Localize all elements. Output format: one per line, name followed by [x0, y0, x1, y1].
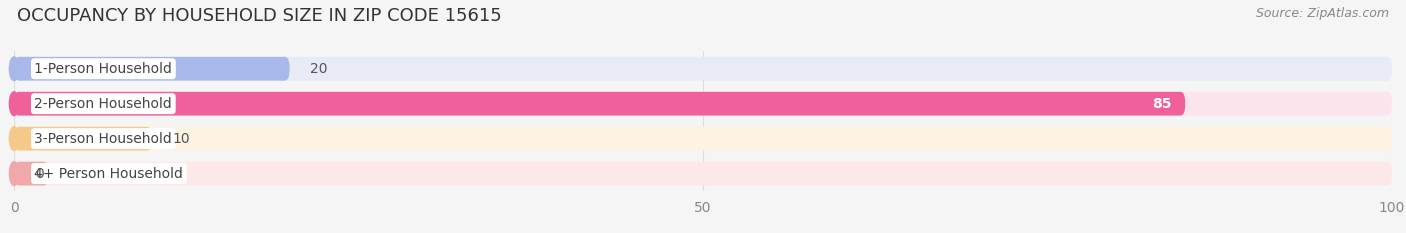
FancyBboxPatch shape — [14, 57, 1392, 81]
Circle shape — [10, 57, 18, 81]
Circle shape — [10, 92, 18, 116]
Text: 4+ Person Household: 4+ Person Household — [35, 167, 183, 181]
Text: OCCUPANCY BY HOUSEHOLD SIZE IN ZIP CODE 15615: OCCUPANCY BY HOUSEHOLD SIZE IN ZIP CODE … — [17, 7, 502, 25]
FancyBboxPatch shape — [14, 162, 48, 185]
Text: 0: 0 — [35, 167, 44, 181]
FancyBboxPatch shape — [14, 162, 1392, 185]
Text: Source: ZipAtlas.com: Source: ZipAtlas.com — [1256, 7, 1389, 20]
Circle shape — [10, 162, 18, 185]
FancyBboxPatch shape — [14, 92, 1392, 116]
Text: 1-Person Household: 1-Person Household — [35, 62, 173, 76]
Text: 85: 85 — [1152, 97, 1171, 111]
Text: 20: 20 — [311, 62, 328, 76]
Text: 2-Person Household: 2-Person Household — [35, 97, 172, 111]
Text: 3-Person Household: 3-Person Household — [35, 132, 172, 146]
FancyBboxPatch shape — [14, 57, 290, 81]
FancyBboxPatch shape — [14, 127, 1392, 151]
FancyBboxPatch shape — [14, 127, 152, 151]
Circle shape — [10, 127, 18, 151]
Text: 10: 10 — [173, 132, 190, 146]
FancyBboxPatch shape — [14, 92, 1185, 116]
